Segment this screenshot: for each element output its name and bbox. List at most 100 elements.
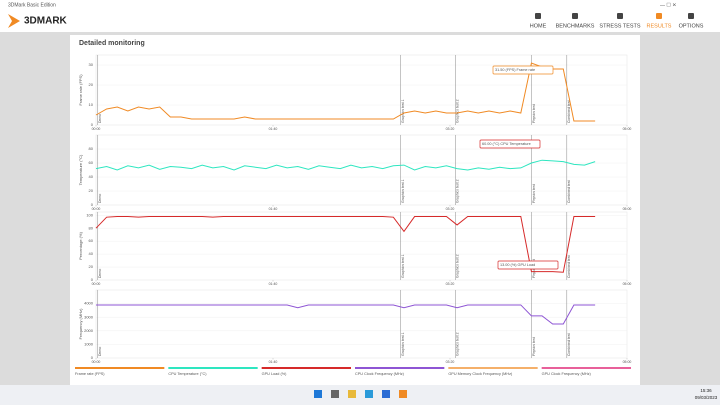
section-label: Graphics test 1 <box>401 332 405 356</box>
y-tick-label: 40 <box>89 251 94 256</box>
y-tick-label: 80 <box>89 146 94 151</box>
nav-icon[interactable] <box>572 13 578 19</box>
y-tick-label: 60 <box>89 238 94 243</box>
tooltip: 60.00 (°C) CPU Temperature <box>482 142 531 146</box>
panel <box>70 35 640 385</box>
nav-icon[interactable] <box>656 13 662 19</box>
y-tick-label: 0 <box>91 277 94 282</box>
legend-label: CPU Clock Frequency (MHz) <box>355 372 405 376</box>
y-axis-title: Frequency (MHz) <box>78 308 83 340</box>
nav-icon[interactable] <box>688 13 694 19</box>
legend-swatch <box>75 367 165 369</box>
series-line <box>96 304 596 325</box>
y-tick-label: 0 <box>91 202 94 207</box>
start-button[interactable] <box>314 390 322 398</box>
y-tick-label: 0 <box>91 122 94 127</box>
series-line <box>95 216 596 273</box>
app-icon[interactable] <box>348 390 356 398</box>
section-label: Combined test <box>567 333 571 356</box>
logo-mark <box>8 14 20 28</box>
nav-item[interactable]: BENCHMARKS <box>556 23 595 29</box>
y-tick-label: 4000 <box>84 301 94 306</box>
title-bar <box>0 0 720 10</box>
legend-swatch <box>168 367 258 369</box>
section-label: Graphics test 2 <box>456 332 460 356</box>
x-tick-label: 03:20 <box>446 207 455 211</box>
nav-item[interactable]: HOME <box>530 23 547 29</box>
y-tick-label: 20 <box>89 264 94 269</box>
window-controls[interactable]: — ☐ ✕ <box>660 2 676 8</box>
section-label: Graphics test 1 <box>401 254 405 278</box>
legend-label: GPU Load (%) <box>262 372 287 376</box>
y-tick-label: 0 <box>91 355 94 360</box>
x-tick-label: 01:40 <box>269 207 278 211</box>
legend-swatch <box>448 367 538 369</box>
logo: 3DMARK <box>24 16 68 27</box>
app-icon[interactable] <box>365 390 373 398</box>
nav-item[interactable]: RESULTS <box>647 23 672 29</box>
section-label: Graphics test 2 <box>456 179 460 203</box>
legend-swatch <box>261 367 351 369</box>
legend-label: GPU Clock Frequency (MHz) <box>542 372 592 376</box>
tooltip: 31.50 (FPS) Frame rate <box>495 68 535 72</box>
x-tick-label: 03:20 <box>446 360 455 364</box>
y-axis-title: Temperature (°C) <box>78 154 83 185</box>
y-tick-label: 1000 <box>84 341 94 346</box>
taskbar-icons <box>314 390 407 398</box>
section-label: Physics test <box>532 184 536 203</box>
section-label: Demo <box>98 114 102 123</box>
x-tick-label: 03:20 <box>446 127 455 131</box>
y-tick-label: 2000 <box>84 328 94 333</box>
legend-swatch <box>355 367 445 369</box>
x-tick-label: 05:00 <box>623 360 632 364</box>
section-label: Demo <box>98 194 102 203</box>
x-tick-label: 05:00 <box>623 127 632 131</box>
tooltip-box <box>479 139 541 149</box>
section-label: Combined test <box>567 180 571 203</box>
nav-icon[interactable] <box>535 13 541 19</box>
tooltip-box <box>497 260 559 270</box>
app-icon[interactable] <box>382 390 390 398</box>
tooltip: 13.00 (%) GPU Load <box>500 263 535 267</box>
y-tick-label: 20 <box>89 188 94 193</box>
y-tick-label: 30 <box>89 62 94 67</box>
y-tick-label: 20 <box>89 82 94 87</box>
x-tick-label: 00:00 <box>92 207 101 211</box>
section-label: Graphics test 2 <box>456 99 460 123</box>
x-tick-label: 00:00 <box>92 360 101 364</box>
clock-time[interactable]: 15:36 <box>700 388 712 393</box>
x-tick-label: 05:00 <box>623 207 632 211</box>
section-label: Graphics test 1 <box>401 99 405 123</box>
y-tick-label: 40 <box>89 174 94 179</box>
x-tick-label: 01:40 <box>269 360 278 364</box>
series-line <box>95 62 596 122</box>
x-tick-label: 01:40 <box>269 127 278 131</box>
app-icon[interactable] <box>399 390 407 398</box>
section-label: Graphics test 1 <box>401 179 405 203</box>
section-title: Detailed monitoring <box>79 40 145 47</box>
nav-icon[interactable] <box>617 13 623 19</box>
taskbar <box>0 385 720 405</box>
y-tick-label: 100 <box>86 212 93 217</box>
y-axis-title: Frame rate (FPS) <box>78 74 83 106</box>
app-icon[interactable] <box>331 390 339 398</box>
x-tick-label: 00:00 <box>92 282 101 286</box>
y-axis-title: Percentage (%) <box>78 231 83 259</box>
clock-date[interactable]: 09/03/2023 <box>695 395 718 400</box>
nav-item[interactable]: OPTIONS <box>679 23 704 29</box>
y-tick-label: 80 <box>89 225 94 230</box>
legend-label: CPU Temperature (°C) <box>168 372 207 376</box>
y-tick-label: 10 <box>89 102 94 107</box>
section-label: Combined test <box>567 255 571 278</box>
x-tick-label: 03:20 <box>446 282 455 286</box>
section-label: Physics test <box>532 337 536 356</box>
window-title: 3DMark Basic Edition <box>8 2 56 8</box>
section-label: Combined test <box>567 100 571 123</box>
nav-item[interactable]: STRESS TESTS <box>599 23 640 29</box>
y-tick-label: 60 <box>89 160 94 165</box>
legend-label: Frame rate (FPS) <box>75 372 105 376</box>
tooltip-box <box>492 65 554 75</box>
section-label: Demo <box>98 269 102 278</box>
